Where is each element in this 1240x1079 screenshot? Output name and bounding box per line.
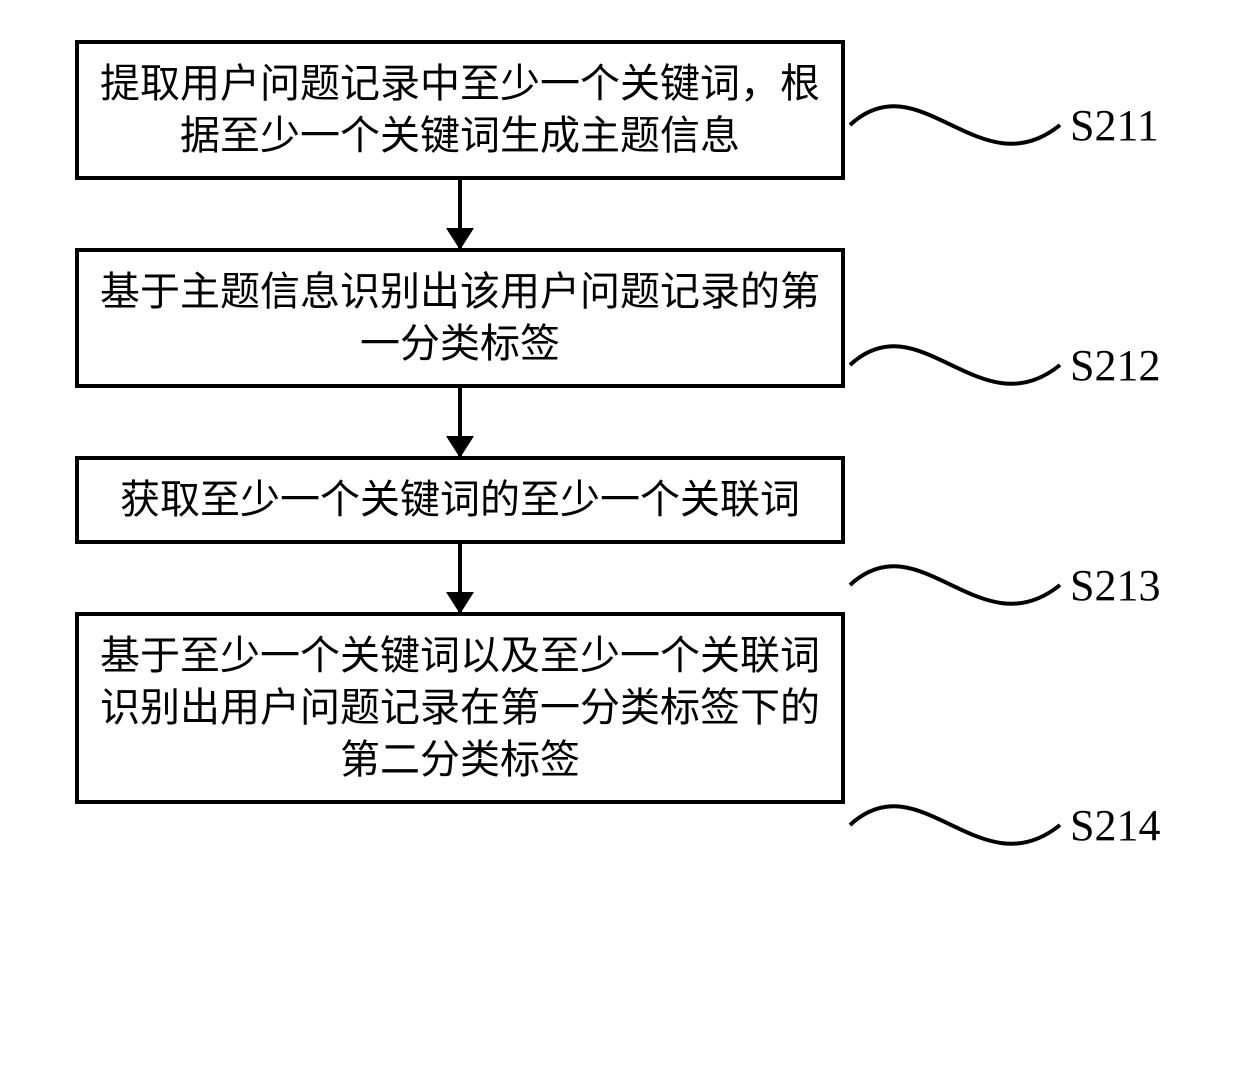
step-text: 基于至少一个关键词以及至少一个关联词识别出用户问题记录在第一分类标签下的第二分类… [100,633,820,782]
step-box-s212: 基于主题信息识别出该用户问题记录的第一分类标签 [75,248,845,388]
connector-path-s212 [850,346,1060,384]
step-text: 基于主题信息识别出该用户问题记录的第一分类标签 [100,269,820,366]
step-label-s211: S211 [1070,100,1159,151]
step-label-s213: S213 [1070,560,1160,611]
connector-path-s211 [850,106,1060,144]
flowchart-container: 提取用户问题记录中至少一个关键词，根据至少一个关键词生成主题信息 基于主题信息识… [70,40,850,804]
step-box-s211: 提取用户问题记录中至少一个关键词，根据至少一个关键词生成主题信息 [75,40,845,180]
connector-path-s213 [850,566,1060,604]
connector-path-s214 [850,806,1060,844]
step-box-s214: 基于至少一个关键词以及至少一个关联词识别出用户问题记录在第一分类标签下的第二分类… [75,612,845,804]
arrow-s212-s213 [458,388,462,456]
arrow-s213-s214 [458,544,462,612]
arrow-s211-s212 [458,180,462,248]
step-text: 提取用户问题记录中至少一个关键词，根据至少一个关键词生成主题信息 [100,61,820,158]
step-label-s214: S214 [1070,800,1160,851]
step-label-s212: S212 [1070,340,1160,391]
step-box-s213: 获取至少一个关键词的至少一个关联词 [75,456,845,544]
step-text: 获取至少一个关键词的至少一个关联词 [120,477,800,522]
